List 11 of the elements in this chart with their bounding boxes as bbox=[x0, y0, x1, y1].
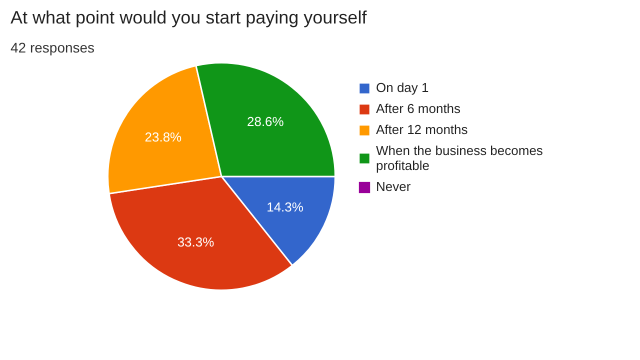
data-label: 23.8% bbox=[144, 129, 182, 144]
chart-title: At what point would you start paying yourself bbox=[10, 8, 368, 28]
data-label: 33.3% bbox=[177, 234, 215, 250]
data-label: 14.3% bbox=[266, 200, 304, 215]
legend-label: After 6 months bbox=[376, 101, 461, 116]
legend-label: Never bbox=[376, 179, 411, 194]
legend-label: On day 1 bbox=[376, 80, 429, 95]
legend-label: When the business becomes profitable bbox=[376, 143, 543, 173]
chart-subtitle: 42 responses bbox=[10, 40, 95, 56]
legend-label: After 12 months bbox=[376, 122, 468, 137]
data-label: 28.6% bbox=[246, 114, 284, 129]
